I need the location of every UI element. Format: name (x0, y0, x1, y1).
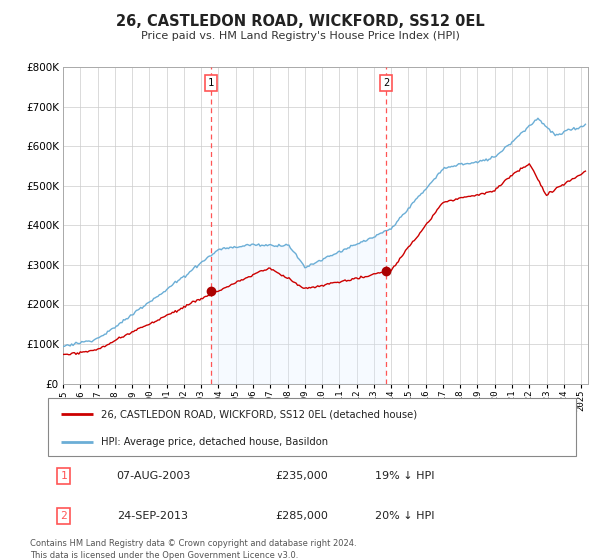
Text: 24-SEP-2013: 24-SEP-2013 (116, 511, 188, 521)
Text: 20% ↓ HPI: 20% ↓ HPI (376, 511, 435, 521)
Text: 26, CASTLEDON ROAD, WICKFORD, SS12 0EL: 26, CASTLEDON ROAD, WICKFORD, SS12 0EL (116, 14, 484, 29)
Text: HPI: Average price, detached house, Basildon: HPI: Average price, detached house, Basi… (101, 437, 328, 447)
Text: £235,000: £235,000 (275, 471, 328, 481)
Text: 07-AUG-2003: 07-AUG-2003 (116, 471, 191, 481)
Text: 2: 2 (61, 511, 67, 521)
Text: 1: 1 (61, 471, 67, 481)
Text: 26, CASTLEDON ROAD, WICKFORD, SS12 0EL (detached house): 26, CASTLEDON ROAD, WICKFORD, SS12 0EL (… (101, 409, 417, 419)
Text: 2: 2 (383, 78, 389, 88)
Text: 1: 1 (208, 78, 214, 88)
Text: Price paid vs. HM Land Registry's House Price Index (HPI): Price paid vs. HM Land Registry's House … (140, 31, 460, 41)
Text: 19% ↓ HPI: 19% ↓ HPI (376, 471, 435, 481)
Text: £285,000: £285,000 (275, 511, 328, 521)
FancyBboxPatch shape (48, 398, 576, 456)
Text: Contains HM Land Registry data © Crown copyright and database right 2024.
This d: Contains HM Land Registry data © Crown c… (30, 539, 356, 559)
